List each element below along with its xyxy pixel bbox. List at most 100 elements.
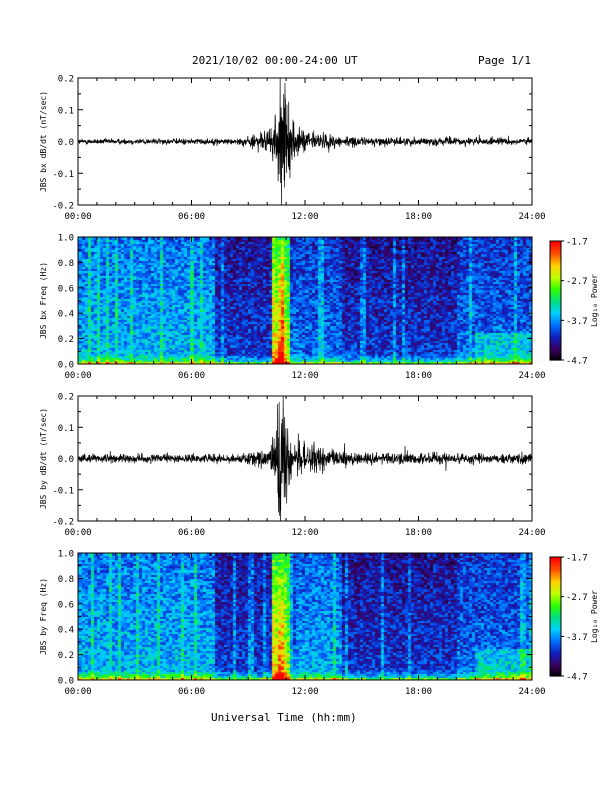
colorbar-tick-label: -4.7 <box>566 357 588 367</box>
colorbar-swatch <box>550 332 561 335</box>
colorbar-swatch <box>550 630 561 633</box>
colorbar-swatch <box>550 568 561 572</box>
colorbar-swatch <box>550 264 561 268</box>
y-tick-label: 0.4 <box>58 626 74 636</box>
colorbar-swatch <box>550 632 561 635</box>
colorbar-swatch <box>550 268 561 272</box>
colorbar-swatch <box>550 600 561 604</box>
x-tick-label: 12:00 <box>291 371 318 381</box>
colorbar-tick-label: -3.7 <box>566 317 588 327</box>
panel-1-axes: 0.2 0.1 0.0 -0.1 -0.200:00 06:00 12:00 18:00 24:… <box>39 75 546 223</box>
x-tick-label: 00:00 <box>64 371 91 381</box>
colorbar-swatch <box>550 346 561 349</box>
colorbar-tick-label: -4.7 <box>566 673 588 683</box>
x-tick-label: 00:00 <box>64 212 91 222</box>
x-tick-label: 24:00 <box>518 212 545 222</box>
colorbar-swatch <box>550 354 561 357</box>
colorbar-swatch <box>550 272 561 276</box>
colorbar-swatch <box>550 254 561 258</box>
colorbar-swatch <box>550 310 561 313</box>
colorbar-swatch <box>550 572 561 576</box>
y-tick-label: 0.8 <box>58 259 74 269</box>
y-tick-label: 0.0 <box>58 138 74 148</box>
colorbar-swatch <box>550 324 561 327</box>
colorbar-swatch <box>550 557 561 560</box>
colorbar-swatch <box>550 326 561 329</box>
colorbar-frame <box>549 240 562 361</box>
x-tick-label: 00:00 <box>64 528 91 538</box>
colorbar-swatch <box>550 598 561 602</box>
colorbar-swatch <box>550 304 561 308</box>
y-tick-label: -0.1 <box>52 486 74 496</box>
colorbar-swatch <box>550 286 561 290</box>
colorbar-swatch <box>550 674 561 677</box>
y-tick-label: 0.2 <box>58 651 74 661</box>
colorbar-swatch <box>550 580 561 584</box>
colorbar-swatch <box>550 320 561 323</box>
y-tick-label: -0.2 <box>52 202 74 212</box>
colorbar-swatch <box>550 258 561 262</box>
colorbar-swatch <box>550 620 561 624</box>
colorbar-swatch <box>550 618 561 622</box>
x-tick-label: 24:00 <box>518 371 545 381</box>
colorbar-swatch <box>550 248 561 252</box>
colorbar-swatch <box>550 350 561 353</box>
colorbar-label: Log₁₀ Power <box>590 274 599 327</box>
colorbar-swatch <box>550 246 561 250</box>
colorbar-swatch <box>550 330 561 333</box>
colorbar-swatch <box>550 604 561 608</box>
colorbar-swatch <box>550 592 561 596</box>
colorbar-swatch <box>550 616 561 620</box>
spectrogram-4-image <box>78 553 532 680</box>
colorbar-swatch <box>550 334 561 337</box>
colorbar-swatch <box>550 338 561 341</box>
colorbar-swatch <box>550 252 561 256</box>
y-axis-label: JBS by Freq (Hz) <box>39 578 48 655</box>
x-tick-label: 18:00 <box>405 528 432 538</box>
y-tick-label: -0.2 <box>52 518 74 528</box>
colorbar-swatch <box>550 608 561 612</box>
colorbar-swatch <box>550 300 561 304</box>
colorbar-swatch <box>550 250 561 254</box>
colorbar-swatch <box>550 626 561 629</box>
x-tick-label: 18:00 <box>405 371 432 381</box>
colorbar-swatch <box>550 296 561 300</box>
colorbar-tick-label: -2.7 <box>566 593 588 603</box>
x-tick-label: 06:00 <box>178 212 205 222</box>
colorbar-swatch <box>550 606 561 610</box>
colorbar-swatch <box>550 612 561 616</box>
y-axis-label: JBS bx dB/dt (nT/sec) <box>39 91 48 192</box>
colorbar-swatch <box>550 270 561 274</box>
colorbar-swatch <box>550 284 561 288</box>
colorbar-swatch <box>550 578 561 582</box>
colorbar-swatch <box>550 560 561 564</box>
colorbar-swatch <box>550 342 561 345</box>
y-tick-label: 0.6 <box>58 600 74 610</box>
colorbar-swatch <box>550 562 561 566</box>
colorbar-swatch <box>550 590 561 594</box>
y-axis-label: JBS by dB/dt (nT/sec) <box>39 408 48 509</box>
panel-2-axes: 1.0 0.8 0.6 0.4 0.2 0.000:00 06:00 12:00 18:00 24… <box>39 234 546 382</box>
colorbar-swatch <box>550 558 561 562</box>
colorbar-swatch <box>550 358 561 361</box>
colorbar-swatch <box>550 652 561 655</box>
colorbar-swatch <box>550 584 561 588</box>
colorbar-swatch <box>550 596 561 600</box>
colorbar-label: Log₁₀ Power <box>590 590 599 643</box>
colorbar-swatch <box>550 262 561 266</box>
colorbar-swatch <box>550 336 561 339</box>
y-tick-label: 0.0 <box>58 361 74 371</box>
colorbar-swatch <box>550 276 561 280</box>
colorbar-swatch <box>550 614 561 618</box>
colorbar-swatch <box>550 670 561 673</box>
x-tick-label: 24:00 <box>518 687 545 697</box>
colorbar-swatch <box>550 256 561 260</box>
colorbar-swatch <box>550 294 561 298</box>
colorbar-swatch <box>550 650 561 653</box>
series-3-trace <box>77 395 533 522</box>
colorbar-swatch <box>550 316 561 319</box>
colorbar-swatch <box>550 566 561 570</box>
y-tick-label: 0.6 <box>58 284 74 294</box>
colorbar-swatch <box>550 348 561 351</box>
colorbar-swatch <box>550 260 561 264</box>
